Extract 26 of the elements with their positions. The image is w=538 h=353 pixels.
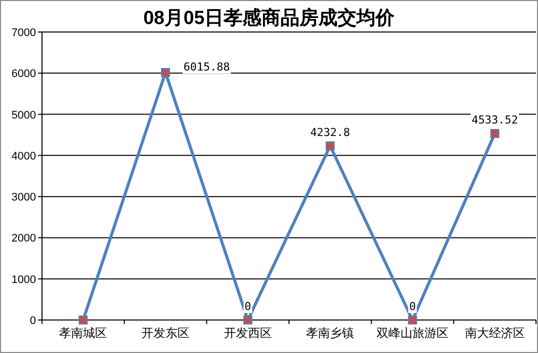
point — [326, 141, 335, 150]
point — [78, 316, 88, 324]
chart-title: 08月05日孝感商品房成交均价 — [143, 7, 396, 29]
x-tick-label: 开发西区 — [224, 326, 272, 340]
y-tick-label: 0 — [30, 315, 36, 327]
data-label: 0 — [409, 300, 416, 313]
y-tick-label: 7000 — [12, 27, 36, 39]
point — [161, 68, 170, 77]
point — [408, 316, 417, 324]
y-tick-label: 3000 — [12, 192, 36, 204]
y-tick-label: 2000 — [12, 232, 36, 245]
y-tick-label: 6000 — [12, 68, 36, 80]
x-tick-label: 孝南乡镇 — [306, 326, 354, 340]
data-label: 4232.8 — [310, 126, 350, 139]
data-label: 6015.88 — [184, 60, 230, 74]
x-tick-label: 开发东区 — [142, 326, 190, 340]
x-tick-label: 孝南城区 — [59, 326, 108, 340]
data-label: 4533.52 — [472, 113, 518, 126]
y-tick-label: 4000 — [12, 150, 36, 162]
x-tick-label: 南大经济区 — [464, 326, 525, 340]
point — [243, 316, 252, 324]
y-tick-label: 5000 — [12, 109, 36, 122]
point — [490, 128, 500, 138]
data-label: 0 — [244, 300, 252, 313]
x-tick-label: 双峰山旅游区 — [376, 326, 448, 340]
y-tick-label: 1000 — [12, 274, 36, 286]
